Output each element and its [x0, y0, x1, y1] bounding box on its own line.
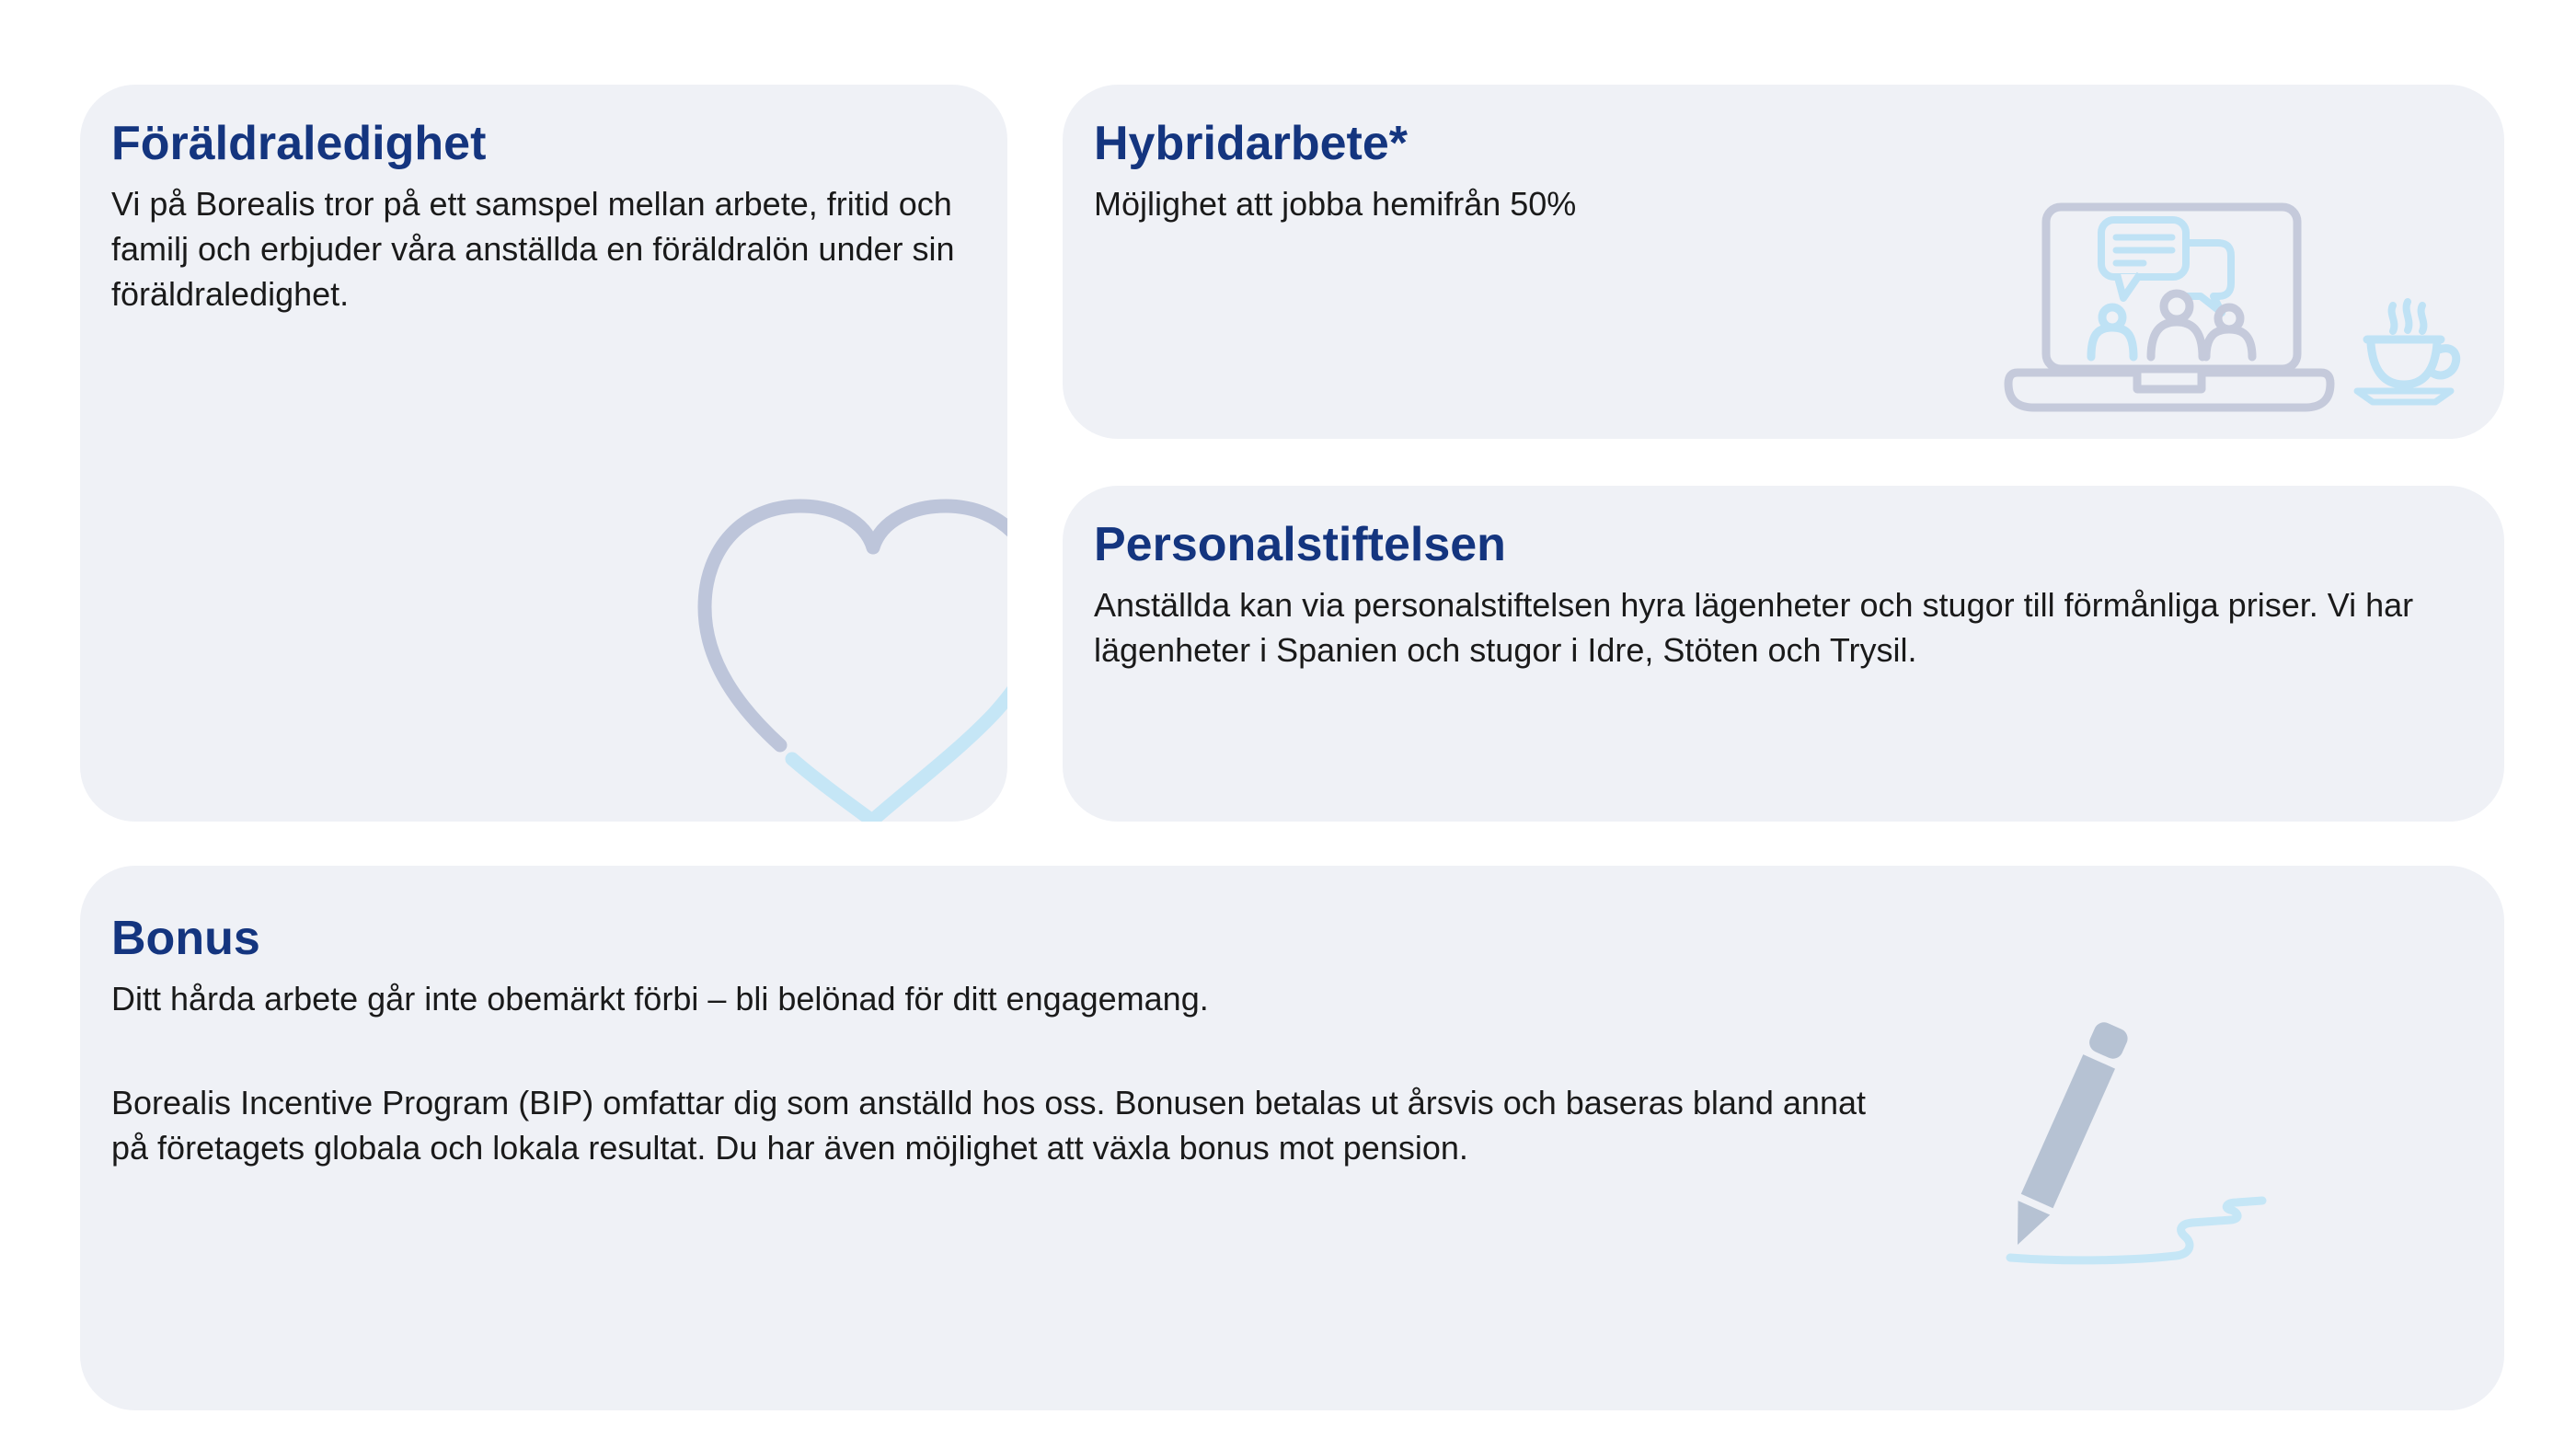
card-body-bonus-paragraph-1: Ditt hårda arbete går inte obemärkt förb… — [111, 980, 1209, 1018]
coffee-cup-icon — [2353, 298, 2461, 406]
card-body-parental-leave: Vi på Borealis tror på ett samspel mella… — [111, 185, 955, 313]
laptop-video-meeting-icon — [2004, 202, 2461, 412]
card-body-hybrid-work: Möjlighet att jobba hemifrån 50% — [1094, 185, 1577, 223]
card-staff-foundation: Personalstiftelsen Anställda kan via per… — [1063, 486, 2504, 822]
card-title-parental-leave: Föräldraledighet — [111, 117, 487, 170]
card-hybrid-work: Hybridarbete* Möjlighet att jobba hemifr… — [1063, 85, 2504, 439]
pencil-icon — [2006, 1022, 2267, 1265]
card-title-staff-foundation: Personalstiftelsen — [1094, 518, 1506, 571]
card-body-staff-foundation: Anställda kan via personalstiftelsen hyr… — [1094, 586, 2414, 669]
card-body-bonus-paragraph-2: Borealis Incentive Program (BIP) omfatta… — [111, 1084, 1866, 1167]
card-title-bonus: Bonus — [111, 912, 260, 965]
card-bonus: Bonus Ditt hårda arbete går inte obemärk… — [80, 866, 2504, 1410]
heart-icon — [697, 499, 1007, 822]
card-parental-leave: Föräldraledighet Vi på Borealis tror på … — [80, 85, 1007, 822]
card-title-hybrid-work: Hybridarbete* — [1094, 117, 1408, 170]
signature-squiggle-icon — [2006, 1196, 2267, 1265]
